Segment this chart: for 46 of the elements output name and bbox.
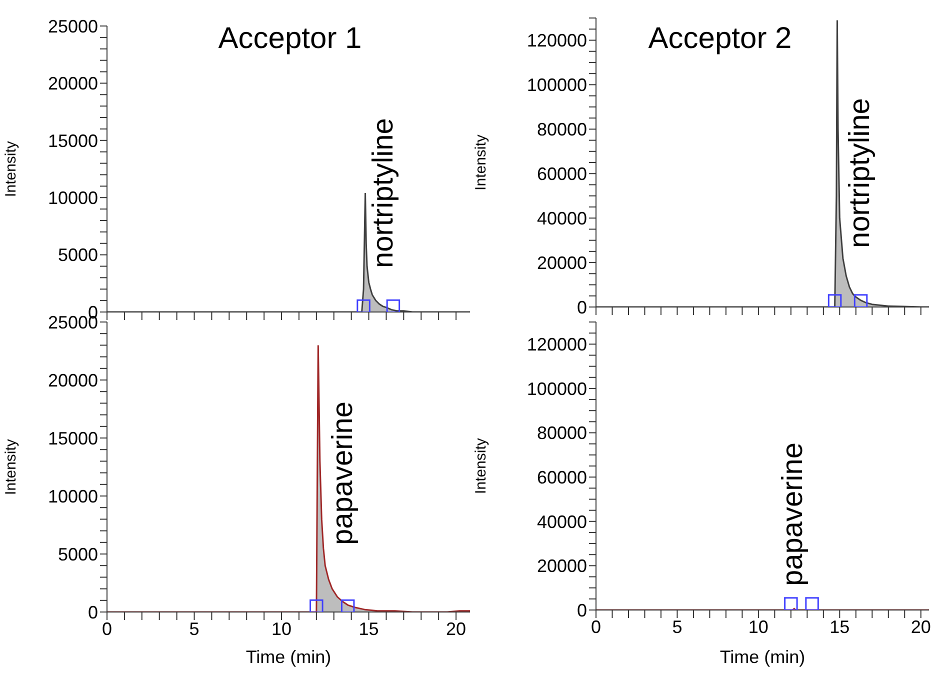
x-tick-label: 5 [672,616,682,637]
x-tick-label: 0 [590,616,602,637]
y-tick-label: 120000 [526,30,587,51]
y-tick-label: 80000 [536,423,587,444]
y-tick-label: 5000 [58,544,98,564]
x-tick-label: 0 [102,618,112,639]
y-tick-label: 10000 [48,188,98,208]
y-tick-label: 120000 [526,334,587,355]
y-tick-label: 100000 [526,75,587,96]
y-axis-title: Intensity [472,134,490,190]
annotation: papaverine [327,402,360,545]
y-tick-label: 15000 [48,130,98,151]
x-tick-label: 15 [358,618,379,639]
y-tick-label: 5000 [58,245,98,266]
chart-title: Acceptor 1 [218,22,362,56]
chart-title: Acceptor 2 [648,22,792,56]
y-axis-title: Intensity [472,438,490,494]
y-tick-label: 0 [88,602,98,622]
y-tick-label: 20000 [48,74,98,94]
y-tick-label: 60000 [536,164,587,184]
x-tick-label: 5 [189,618,200,639]
x-tick-label: 20 [446,618,466,639]
y-tick-label: 15000 [48,428,98,448]
y-tick-label: 0 [576,600,587,620]
y-tick-label: 20000 [536,252,587,273]
x-tick-label: 10 [272,618,292,639]
annotation: papaverine [777,442,810,586]
y-tick-label: 25000 [48,16,98,36]
y-axis-title: Intensity [2,140,20,197]
y-tick-label: 60000 [536,467,587,488]
x-tick-label: 10 [748,616,768,637]
x-tick-label: 15 [830,616,850,637]
y-tick-label: 40000 [536,208,587,228]
x-axis-title: Time (min) [246,647,332,667]
y-tick-label: 20000 [536,556,587,576]
annotation: nortriptyline [844,98,876,248]
y-tick-label: 100000 [526,378,587,399]
x-tick-label: 20 [910,616,931,637]
y-tick-label: 40000 [536,512,587,532]
x-axis-title: Time (min) [720,647,806,667]
y-tick-label: 20000 [48,370,98,390]
y-tick-label: 0 [576,297,587,318]
y-tick-label: 80000 [536,120,587,140]
y-axis-title: Intensity [2,438,20,495]
annotation: nortriptyline [367,118,400,268]
y-tick-label: 10000 [48,486,98,506]
